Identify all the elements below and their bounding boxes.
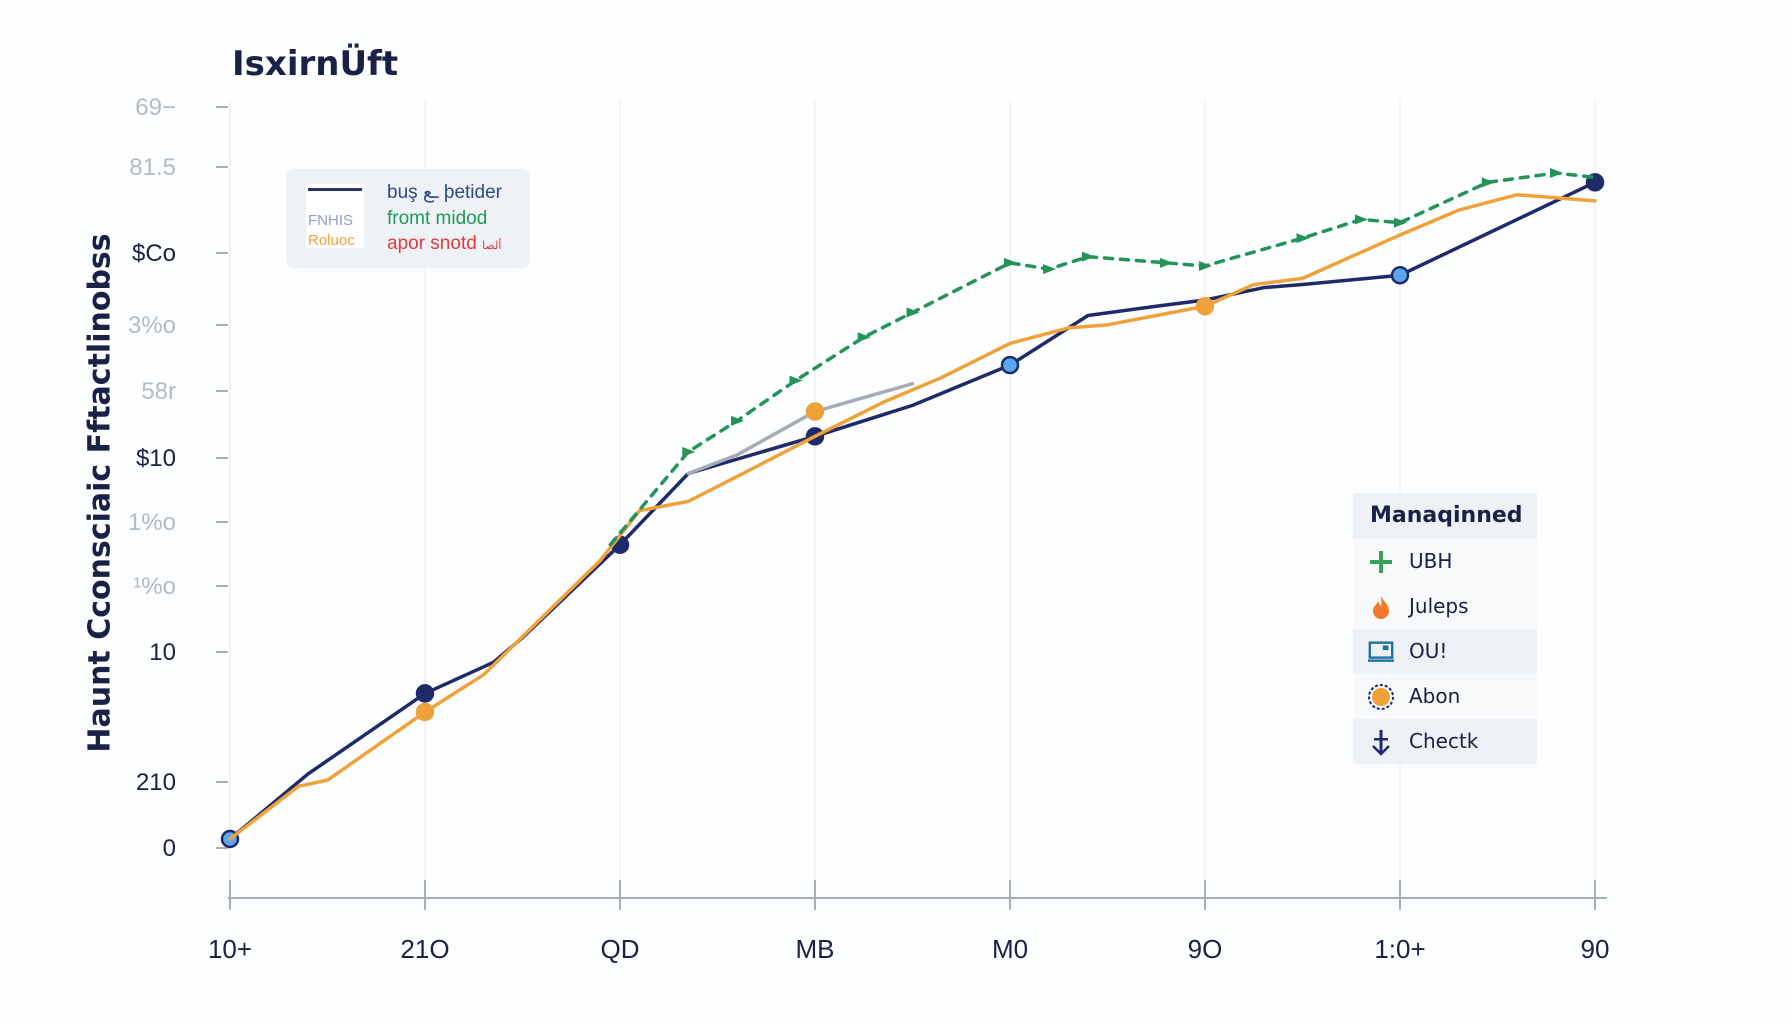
- series-point-marker: [1195, 296, 1215, 316]
- legend-title: Manaqinned: [1353, 493, 1537, 539]
- inset-thumbnail: FNHIS Roluoc: [306, 184, 364, 249]
- series-point-marker: [731, 415, 744, 426]
- inset-line-1: buş ـع þetider: [387, 182, 502, 203]
- series-point-marker: [1004, 257, 1017, 268]
- x-tick-label: MB: [796, 934, 835, 964]
- plus-icon: [1367, 548, 1395, 576]
- y-tick-label: 0: [163, 835, 176, 862]
- x-tick-label: 1:0+: [1374, 934, 1425, 964]
- series-point-marker: [415, 702, 435, 722]
- series-point-marker: [1355, 214, 1368, 225]
- series-point-marker: [1160, 257, 1173, 268]
- series-point-marker: [1199, 260, 1212, 271]
- y-tick-label: 81.5: [129, 154, 176, 181]
- inset-line-3-small: ألصا: [482, 240, 502, 252]
- y-tick-label: 210: [136, 769, 176, 796]
- inset-line-3: apor snotd ألصا: [387, 233, 501, 255]
- x-tick-label: 10+: [208, 934, 252, 964]
- series-line-3: [608, 171, 1597, 547]
- y-axis-label: Haunt Cconsciaic Fftactlinobss: [82, 233, 118, 753]
- legend-item[interactable]: Juleps: [1353, 584, 1537, 629]
- legend-item[interactable]: UBH: [1353, 539, 1537, 584]
- legend-item[interactable]: Abon: [1353, 674, 1537, 719]
- y-tick-label: 3%o: [128, 312, 176, 339]
- x-tick-label: 21O: [400, 934, 449, 964]
- target-icon: [1367, 683, 1395, 711]
- series-point-marker: [1043, 264, 1056, 275]
- series-point-marker: [415, 684, 435, 703]
- series-point-marker: [1390, 266, 1410, 285]
- inset-line-3-main: apor snotd: [387, 233, 477, 254]
- y-tick-label: 58r: [141, 378, 176, 405]
- legend: Manaqinned UBH Juleps OU! Abon Chectk: [1353, 493, 1537, 764]
- legend-item-label: OU!: [1409, 639, 1448, 663]
- series-point-marker: [1550, 168, 1563, 179]
- legend-item-label: Juleps: [1409, 594, 1469, 618]
- flame-icon: [1367, 593, 1395, 621]
- inset-line-2: fromt midod: [387, 208, 488, 229]
- y-tick-label: $10: [136, 445, 176, 472]
- series-point-marker: [805, 402, 825, 421]
- series-point-marker: [906, 307, 920, 318]
- series-point-marker: [1296, 233, 1310, 244]
- legend-item-label: Abon: [1409, 684, 1461, 708]
- y-tick-label: 69−: [135, 94, 176, 121]
- series-point-marker: [1394, 217, 1407, 228]
- y-tick-label: ¹%o: [133, 573, 176, 600]
- thumbnail-rule: [308, 188, 362, 211]
- x-tick-label: QD: [601, 934, 640, 964]
- y-tick-label: $Co: [132, 240, 176, 267]
- x-tick-label: M0: [992, 934, 1028, 964]
- x-tick-label: 9O: [1188, 934, 1223, 964]
- monitor-icon: [1367, 638, 1395, 666]
- series-line-0: [228, 180, 1597, 841]
- y-tick-label: 10: [149, 639, 176, 666]
- series-point-marker: [1481, 177, 1495, 188]
- chart-title: IsxirnÜft: [232, 44, 399, 84]
- legend-item-label: UBH: [1409, 549, 1453, 573]
- series-point-marker: [682, 446, 696, 457]
- y-tick-label: 1%o: [128, 509, 176, 536]
- anchor-icon: [1367, 728, 1395, 756]
- series-point-marker: [1082, 251, 1095, 262]
- thumbnail-text-1: FNHIS: [308, 212, 353, 229]
- legend-item[interactable]: Chectk: [1353, 719, 1537, 764]
- legend-item-label: Chectk: [1409, 729, 1479, 753]
- inset-annotation-box: FNHIS Roluoc buş ـع þetider fromt midod …: [286, 169, 530, 268]
- series-point-marker: [1000, 355, 1020, 375]
- series-point-marker: [789, 375, 803, 386]
- series-line-1: [228, 192, 1597, 841]
- thumbnail-text-2: Roluoc: [308, 232, 355, 249]
- legend-item[interactable]: OU!: [1353, 629, 1537, 674]
- series-point-marker: [857, 332, 871, 343]
- series-line-2: [686, 381, 915, 476]
- x-tick-label: 90: [1581, 934, 1610, 964]
